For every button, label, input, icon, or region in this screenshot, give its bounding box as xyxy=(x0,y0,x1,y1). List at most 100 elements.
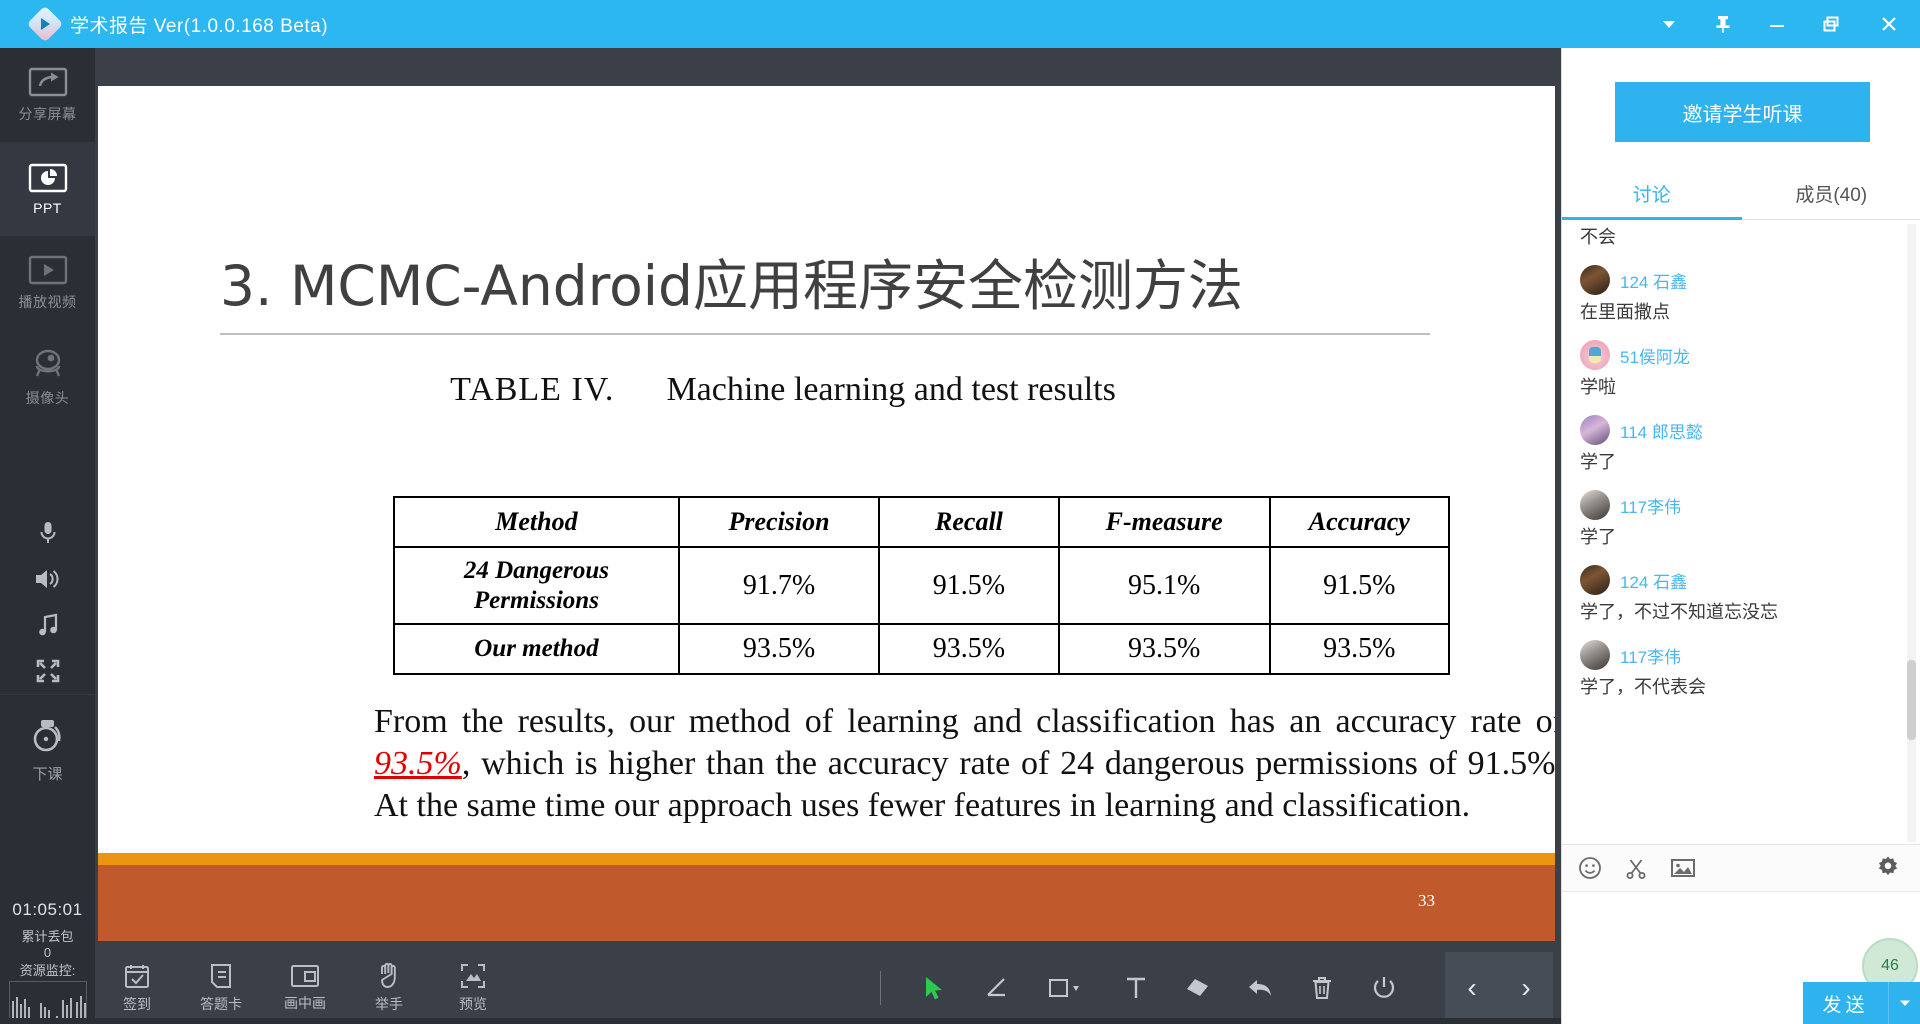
pointer-tool[interactable] xyxy=(911,965,957,1011)
app-logo-icon xyxy=(26,5,64,43)
end-class-button[interactable]: 下课 xyxy=(0,695,95,805)
pen-tool[interactable] xyxy=(973,965,1019,1011)
pen-icon xyxy=(987,978,1005,997)
camera-icon xyxy=(35,349,60,376)
text-tool[interactable] xyxy=(1113,965,1159,1011)
message-text: 学了，不过不知道忘没忘 xyxy=(1580,602,1778,622)
message-text: 不会 xyxy=(1580,227,1616,247)
answer-sheet-icon xyxy=(211,964,231,988)
bottom-item-label: 举手 xyxy=(375,996,403,1012)
next-slide-button[interactable]: › xyxy=(1521,972,1531,1003)
send-button[interactable]: 发送 xyxy=(1803,982,1888,1024)
sidebar-item-label: 摄像头 xyxy=(25,389,70,406)
slide-pager: ‹ › xyxy=(1445,952,1553,1024)
table-row: Our method 93.5% 93.5% 93.5% 93.5% xyxy=(393,623,1451,675)
message-author[interactable]: 51侯阿龙 xyxy=(1620,347,1690,367)
avatar xyxy=(1580,640,1610,670)
chat-scrollbar-track[interactable] xyxy=(1907,224,1916,842)
message-header: 114 郎思懿 xyxy=(1580,413,1920,447)
sidebar-item-camera[interactable]: 摄像头 xyxy=(0,330,95,424)
bottom-strip xyxy=(0,1018,1561,1024)
bottom-item-picture-in-picture[interactable]: 画中画 xyxy=(263,952,347,1024)
session-timer: 01:05:01 xyxy=(12,900,83,919)
pin-button[interactable] xyxy=(1696,0,1750,48)
square-icon xyxy=(1049,979,1079,997)
trash-icon xyxy=(1313,977,1331,999)
rail-spacer xyxy=(0,424,95,510)
music-button[interactable] xyxy=(0,602,95,648)
chevron-down-icon xyxy=(1899,1000,1910,1006)
column-header-fmeasure: F-measure xyxy=(1057,496,1271,548)
sidebar-item-play-video[interactable]: 播放视频 xyxy=(0,236,95,330)
right-panel: 邀请学生听课 讨论 成员(40) 不会 124 石鑫 在里面撒点 51侯阿龙 学… xyxy=(1561,48,1920,1024)
cell-method: 24 Dangerous Permissions xyxy=(393,546,680,625)
undo-tool[interactable] xyxy=(1237,965,1283,1011)
prev-slide-button[interactable]: ‹ xyxy=(1467,972,1477,1003)
list-item: 117李伟 学了 xyxy=(1580,488,1920,551)
avatar xyxy=(1580,265,1610,295)
chat-message-list[interactable]: 不会 124 石鑫 在里面撒点 51侯阿龙 学啦 114 郎思懿 学了 xyxy=(1562,222,1920,844)
power-tool[interactable] xyxy=(1361,965,1407,1011)
resource-monitor-graph xyxy=(8,981,87,1019)
invite-students-button[interactable]: 邀请学生听课 xyxy=(1615,82,1870,142)
bottom-item-answer-sheet[interactable]: 答题卡 xyxy=(179,952,263,1024)
packet-loss-value: 0 xyxy=(43,945,52,960)
tab-members[interactable]: 成员(40) xyxy=(1795,185,1868,206)
slide-canvas[interactable]: 3. MCMC-Android应用程序安全检测方法 TABLE IV. Machi… xyxy=(98,86,1555,941)
dropdown-button[interactable] xyxy=(1642,0,1696,48)
chat-tabs: 讨论 成员(40) xyxy=(1562,168,1920,220)
slide-page-number: 33 xyxy=(1418,891,1435,910)
message-text: 学了，不代表会 xyxy=(1580,677,1706,697)
image-button[interactable] xyxy=(1670,856,1696,880)
message-author[interactable]: 124 石鑫 xyxy=(1620,272,1688,292)
microphone-button[interactable] xyxy=(0,510,95,556)
shape-tool[interactable] xyxy=(1035,965,1097,1011)
table-row: 24 Dangerous Permissions 91.7% 91.5% 95.… xyxy=(393,546,1451,625)
speaker-button[interactable] xyxy=(0,556,95,602)
end-class-label: 下课 xyxy=(32,765,63,783)
message-text: 学了 xyxy=(1580,452,1616,472)
avatar xyxy=(1580,565,1610,595)
bottom-item-label: 答题卡 xyxy=(200,996,242,1012)
sidebar-item-label: 播放视频 xyxy=(18,293,77,310)
eraser-tool[interactable] xyxy=(1175,965,1221,1011)
message-author[interactable]: 114 郎思懿 xyxy=(1620,422,1703,442)
cell-fmeasure: 93.5% xyxy=(1057,623,1271,675)
sidebar-item-share-screen[interactable]: 分享屏幕 xyxy=(0,48,95,142)
fullscreen-button[interactable] xyxy=(0,648,95,694)
screenshot-button[interactable] xyxy=(1624,856,1648,880)
avatar xyxy=(1580,490,1610,520)
list-item: 124 石鑫 学了，不过不知道忘没忘 xyxy=(1580,563,1920,626)
restore-button[interactable] xyxy=(1804,0,1858,48)
message-author[interactable]: 117李伟 xyxy=(1620,497,1682,517)
cell-precision: 91.7% xyxy=(677,546,881,625)
message-author[interactable]: 117李伟 xyxy=(1620,647,1682,667)
chat-scrollbar-thumb[interactable] xyxy=(1907,660,1916,740)
chat-settings-button[interactable] xyxy=(1875,855,1901,881)
message-header: 117李伟 xyxy=(1580,488,1920,522)
slide-title-rule xyxy=(220,333,1430,335)
message-text: 学了 xyxy=(1580,527,1616,547)
close-button[interactable] xyxy=(1858,0,1920,48)
cell-precision: 93.5% xyxy=(677,623,881,675)
minimize-button[interactable] xyxy=(1750,0,1804,48)
message-header: 124 石鑫 xyxy=(1580,563,1920,597)
slide-title: 3. MCMC-Android应用程序安全检测方法 xyxy=(220,254,1243,318)
left-sidebar: 分享屏幕 PPT 播放视频 摄像头 xyxy=(0,48,95,1024)
message-author[interactable]: 124 石鑫 xyxy=(1620,572,1688,592)
tab-discussion[interactable]: 讨论 xyxy=(1562,168,1742,220)
undo-arrow-icon xyxy=(1249,980,1271,996)
bottom-item-check-in[interactable]: 签到 xyxy=(95,952,179,1024)
annotation-tools: ‹ › xyxy=(880,952,1561,1024)
chat-toolbar xyxy=(1562,844,1920,892)
bottom-item-raise-hand[interactable]: 举手 xyxy=(347,952,431,1024)
bottom-item-preview[interactable]: 预览 xyxy=(431,952,515,1024)
delete-tool[interactable] xyxy=(1299,965,1345,1011)
sidebar-item-ppt[interactable]: PPT xyxy=(0,142,95,236)
paragraph-highlight: 93.5% xyxy=(374,744,462,782)
list-item: 51侯阿龙 学啦 xyxy=(1580,338,1920,401)
emoji-button[interactable] xyxy=(1578,856,1602,880)
table-caption: TABLE IV. Machine learning and test resul… xyxy=(98,371,1468,409)
send-options-button[interactable] xyxy=(1888,982,1920,1024)
share-screen-icon xyxy=(28,67,67,96)
